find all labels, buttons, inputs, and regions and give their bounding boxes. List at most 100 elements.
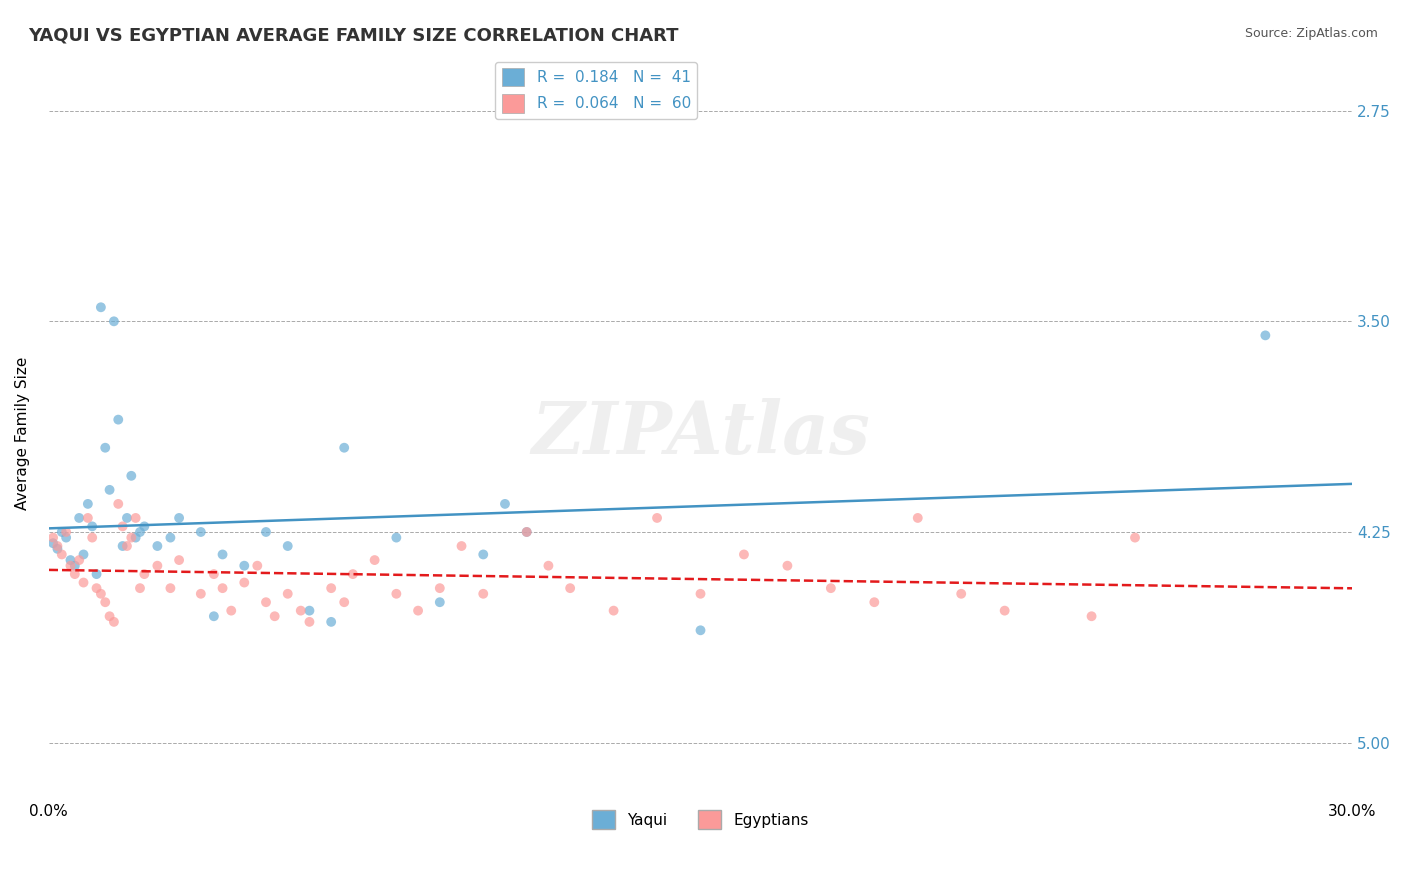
Point (134, 519, 156, 533)
Point (211, 581, 233, 595)
Point (90, 587, 112, 601)
Point (233, 558, 256, 573)
Point (63, 558, 86, 573)
Point (298, 604, 321, 618)
Point (537, 558, 560, 573)
Point (863, 595, 886, 609)
Point (342, 567, 364, 582)
Point (363, 553, 385, 567)
Point (107, 412, 129, 426)
Point (159, 531, 181, 545)
Point (146, 558, 169, 573)
Point (516, 524, 538, 539)
Point (385, 587, 408, 601)
Point (55, 524, 77, 539)
Point (51, 524, 73, 539)
Point (602, 604, 624, 618)
Point (103, 615, 125, 629)
Point (733, 548, 755, 562)
Point (333, 441, 356, 455)
Point (124, 531, 146, 545)
Point (82, 519, 104, 533)
Point (560, 581, 582, 595)
Point (907, 511, 929, 525)
Point (94, 441, 117, 455)
Point (333, 595, 356, 609)
Point (190, 587, 212, 601)
Point (277, 539, 299, 553)
Point (385, 531, 408, 545)
Point (202, 567, 225, 582)
Point (167, 553, 190, 567)
Point (233, 575, 256, 590)
Point (59, 553, 82, 567)
Point (202, 609, 225, 624)
Point (76, 497, 98, 511)
Point (120, 468, 142, 483)
Point (55, 531, 77, 545)
Point (994, 604, 1017, 618)
Point (103, 314, 125, 328)
Point (42, 536, 65, 550)
Point (98, 609, 121, 624)
Point (472, 548, 495, 562)
Point (321, 615, 343, 629)
Point (254, 524, 277, 539)
Point (159, 581, 181, 595)
Point (59, 558, 82, 573)
Point (129, 524, 152, 539)
Point (107, 497, 129, 511)
Point (219, 604, 242, 618)
Point (115, 539, 138, 553)
Point (429, 581, 451, 595)
Point (689, 624, 711, 638)
Point (94, 595, 117, 609)
Point (429, 595, 451, 609)
Point (42, 531, 65, 545)
Point (1123, 531, 1146, 545)
Point (120, 531, 142, 545)
Y-axis label: Average Family Size: Average Family Size (15, 357, 30, 510)
Point (321, 581, 343, 595)
Point (129, 581, 152, 595)
Point (146, 539, 169, 553)
Point (51, 548, 73, 562)
Legend: Yaqui, Egyptians: Yaqui, Egyptians (586, 805, 815, 835)
Point (134, 567, 156, 582)
Point (820, 581, 842, 595)
Point (124, 511, 146, 525)
Point (111, 539, 134, 553)
Text: Source: ZipAtlas.com: Source: ZipAtlas.com (1244, 27, 1378, 40)
Point (254, 595, 277, 609)
Point (90, 300, 112, 314)
Point (72, 575, 94, 590)
Point (298, 615, 321, 629)
Point (211, 548, 233, 562)
Point (72, 548, 94, 562)
Point (63, 567, 86, 582)
Text: YAQUI VS EGYPTIAN AVERAGE FAMILY SIZE CORRELATION CHART: YAQUI VS EGYPTIAN AVERAGE FAMILY SIZE CO… (28, 27, 679, 45)
Point (516, 524, 538, 539)
Point (76, 511, 98, 525)
Point (406, 604, 429, 618)
Point (111, 519, 134, 533)
Point (115, 511, 138, 525)
Point (450, 539, 472, 553)
Point (190, 524, 212, 539)
Point (98, 483, 121, 497)
Point (950, 587, 973, 601)
Point (246, 558, 269, 573)
Text: ZIPAtlas: ZIPAtlas (531, 398, 870, 469)
Point (776, 558, 799, 573)
Point (645, 511, 668, 525)
Point (67, 511, 90, 525)
Point (86, 567, 108, 582)
Point (46, 539, 69, 553)
Point (1080, 609, 1102, 624)
Point (472, 587, 495, 601)
Point (494, 497, 516, 511)
Point (1254, 328, 1277, 343)
Point (46, 541, 69, 556)
Point (86, 581, 108, 595)
Point (689, 587, 711, 601)
